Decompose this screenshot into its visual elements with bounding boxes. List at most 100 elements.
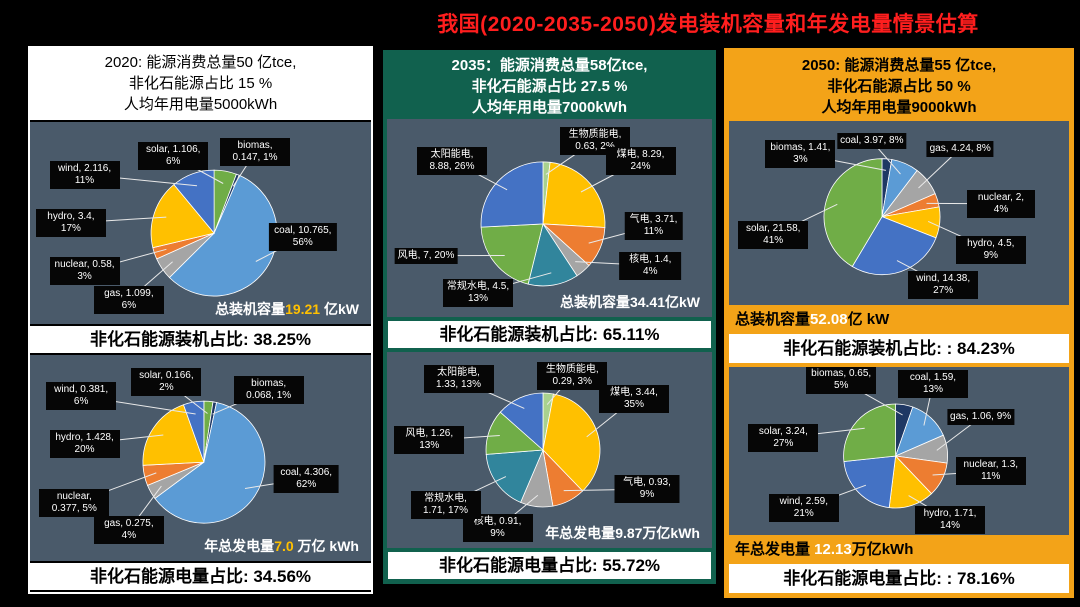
pie-label-biomas: biomas, 0.147, 1% bbox=[220, 138, 291, 167]
pie-slice-coal bbox=[168, 174, 278, 297]
pie-label-solar: 太阳能电, 1.33, 13% bbox=[423, 365, 494, 394]
header-line: 非化石能源占比 27.5 % bbox=[471, 78, 628, 95]
pie-label-coal: coal, 3.97, 8% bbox=[837, 133, 907, 150]
caption-prefix: 总装机容量 bbox=[215, 301, 286, 317]
pie-label-solar: solar, 0.166, 2% bbox=[131, 367, 202, 396]
pie-slice-wind bbox=[851, 216, 937, 276]
pie-label-wind: wind, 14.38, 27% bbox=[908, 270, 979, 299]
panel-2020-header: 2020: 能源消费总量50 亿tce, 非化石能源占比 15 % 人均年用电量… bbox=[30, 48, 371, 120]
pie-label-biomas: biomas, 0.068, 1% bbox=[233, 376, 304, 405]
pie-slice-wind bbox=[182, 400, 205, 463]
pie-label-nuclear: 核电, 1.4, 4% bbox=[619, 251, 682, 280]
panel-2035-header: 2035：能源消费总量58亿tce, 非化石能源占比 27.5 % 人均年用电量… bbox=[386, 53, 713, 117]
caption-value: 19.21 bbox=[285, 301, 321, 317]
pie-label-nuclear: nuclear, 0.58, 3% bbox=[49, 257, 120, 286]
pie-slice-solar bbox=[480, 161, 544, 228]
caption-value: 12.13 bbox=[814, 541, 852, 558]
header-line: 人均年用电量7000kWh bbox=[471, 99, 628, 116]
pie-label-nuclear: nuclear, 2, 4% bbox=[967, 189, 1035, 218]
pie-label-gas: gas, 1.06, 9% bbox=[947, 409, 1015, 426]
caption-2035-generation: 年总发电量9.87万亿kWh bbox=[545, 523, 700, 543]
capacity-share-bar-2035: 非化石能源装机占比: 65.11% bbox=[388, 321, 711, 348]
pie-label-nuclear: nuclear, 0.377, 5% bbox=[39, 489, 110, 518]
energy-share-bar-2020: 非化石能源电量占比: 34.56% bbox=[30, 563, 371, 590]
header-line: 非化石能源占比 50 % bbox=[827, 78, 971, 95]
pie-slice-coal bbox=[154, 402, 266, 524]
energy-share-bar-2050: 非化石能源电量占比: : 78.16% bbox=[729, 564, 1069, 593]
pie-label-gas: gas, 0.275, 4% bbox=[93, 516, 164, 545]
pie-label-hydro: 常规水电, 4.5, 13% bbox=[443, 279, 513, 308]
caption-suffix: 亿kW bbox=[665, 294, 700, 310]
pie-label-wind: wind, 2.59, 21% bbox=[768, 494, 839, 523]
pie-chart-2050-capacity: biomas, 1.41, 3% coal, 3.97, 8% gas, 4.24,… bbox=[729, 121, 1069, 305]
pie-label-hydro: 常规水电, 1.71, 17% bbox=[410, 490, 481, 519]
caption-2035-capacity: 总装机容量34.41亿kW bbox=[560, 292, 700, 312]
pie-chart-2035-capacity: 总装机容量34.41亿kW 生物质能电, 0.63, 2% 煤电, 8.29, 2… bbox=[387, 119, 712, 317]
pie-label-hydro: hydro, 1.71, 14% bbox=[915, 505, 985, 534]
pie-label-coal: 煤电, 3.44, 35% bbox=[599, 385, 669, 414]
pie-slice-solar bbox=[499, 392, 544, 451]
pie-slice-coal bbox=[542, 393, 601, 492]
caption-suffix: 亿kW bbox=[320, 301, 359, 317]
caption-prefix: 年总发电量 bbox=[204, 538, 275, 554]
pie-slice-hydro bbox=[485, 449, 544, 503]
pie-label-gas: gas, 1.099, 6% bbox=[93, 285, 164, 314]
pie-label-nuclear: 核电, 0.91, 9% bbox=[462, 514, 533, 543]
header-line: 人均年用电量9000kWh bbox=[821, 99, 977, 116]
pie-label-solar: 太阳能电, 8.88, 26% bbox=[417, 146, 487, 175]
pie-label-biomas: biomas, 0.65, 5% bbox=[806, 367, 877, 395]
pie-slice-wind bbox=[173, 169, 215, 235]
caption-suffix: 万亿 kWh bbox=[293, 538, 359, 554]
pie-label-coal: coal, 1.59, 13% bbox=[898, 369, 968, 398]
caption-value: 9.87 bbox=[615, 525, 643, 541]
pie-label-nuclear: nuclear, 1.3, 11% bbox=[955, 457, 1026, 486]
caption-2050-generation: 年总发电量 12.13万亿kWh bbox=[727, 537, 1071, 562]
pie-chart-2050-generation: biomas, 0.65, 5% coal, 1.59, 13% gas, 1.06… bbox=[729, 367, 1069, 535]
caption-suffix: 亿 kW bbox=[847, 311, 890, 328]
pie-chart-2035-generation: 年总发电量9.87万亿kWh 生物质能电, 0.29, 3% 煤电, 3.44, … bbox=[387, 352, 712, 548]
caption-suffix: 万亿kWh bbox=[642, 525, 700, 541]
pie-label-solar: solar, 3.24, 27% bbox=[748, 423, 819, 452]
panel-2035: 2035：能源消费总量58亿tce, 非化石能源占比 27.5 % 人均年用电量… bbox=[383, 50, 716, 584]
caption-prefix: 总装机容量 bbox=[735, 311, 811, 328]
pie-label-hydro: hydro, 3.4, 17% bbox=[35, 209, 106, 237]
energy-share-bar-2035: 非化石能源电量占比: 55.72% bbox=[388, 552, 711, 579]
pie-label-coal: coal, 10.765, 56% bbox=[268, 223, 337, 252]
pie-slice-solar bbox=[843, 403, 896, 462]
caption-value: 52.08 bbox=[810, 311, 848, 328]
pie-label-coal: coal, 4.306, 62% bbox=[273, 464, 339, 493]
pie-label-solar: solar, 21.58, 41% bbox=[738, 221, 809, 250]
header-line: 2020: 能源消费总量50 亿tce, bbox=[104, 54, 297, 71]
pie-label-wind: 风电, 7, 20% bbox=[394, 247, 458, 264]
pie-svg-gen2035 bbox=[429, 375, 648, 529]
pie-chart-2020-capacity: 总装机容量19.21 亿kW solar, 1.106, 6% biomas, 0… bbox=[30, 122, 371, 324]
pie-label-biomass: 生物质能电, 0.29, 3% bbox=[537, 361, 608, 390]
panel-2050: 2050: 能源消费总量55 亿tce, 非化石能源占比 50 % 人均年用电量… bbox=[724, 48, 1074, 598]
caption-suffix: 万亿kWh bbox=[851, 541, 914, 558]
pie-svg-cap2035 bbox=[425, 140, 654, 294]
pie-chart-2020-generation: 年总发电量7.0 万亿 kWh solar, 0.166, 2% biomas, … bbox=[30, 355, 371, 561]
caption-2020-generation: 年总发电量7.0 万亿 kWh bbox=[204, 536, 359, 556]
pie-label-solar: solar, 1.106, 6% bbox=[138, 142, 209, 171]
capacity-share-bar-2020: 非化石能源装机占比: 38.25% bbox=[30, 326, 371, 353]
header-line: 人均年用电量5000kWh bbox=[123, 96, 278, 113]
caption-value: 7.0 bbox=[274, 538, 294, 554]
pie-label-gas: gas, 4.24, 8% bbox=[926, 140, 994, 157]
panel-2050-header: 2050: 能源消费总量55 亿tce, 非化石能源占比 50 % 人均年用电量… bbox=[727, 51, 1071, 119]
caption-prefix: 年总发电量 bbox=[545, 525, 616, 541]
pie-slice-coal bbox=[542, 161, 606, 228]
header-line: 2035：能源消费总量58亿tce, bbox=[451, 57, 648, 74]
pie-label-biomas: biomas, 1.41, 3% bbox=[765, 140, 836, 169]
capacity-share-bar-2050: 非化石能源装机占比: : 84.23% bbox=[729, 334, 1069, 363]
caption-prefix: 总装机容量 bbox=[559, 294, 630, 310]
pie-label-wind: wind, 0.381, 6% bbox=[46, 382, 117, 411]
pie-label-biomass: 生物质能电, 0.63, 2% bbox=[560, 126, 630, 155]
pie-label-gas: 气电, 0.93, 9% bbox=[614, 475, 680, 504]
pie-slice-solar bbox=[823, 158, 883, 268]
pie-label-hydro: hydro, 1.428, 20% bbox=[49, 429, 120, 458]
header-line: 2050: 能源消费总量55 亿tce, bbox=[801, 57, 997, 74]
pie-label-wind: 风电, 1.26, 13% bbox=[394, 426, 465, 455]
pie-label-wind: wind, 2.116, 11% bbox=[49, 160, 120, 189]
caption-prefix: 年总发电量 bbox=[735, 541, 815, 558]
